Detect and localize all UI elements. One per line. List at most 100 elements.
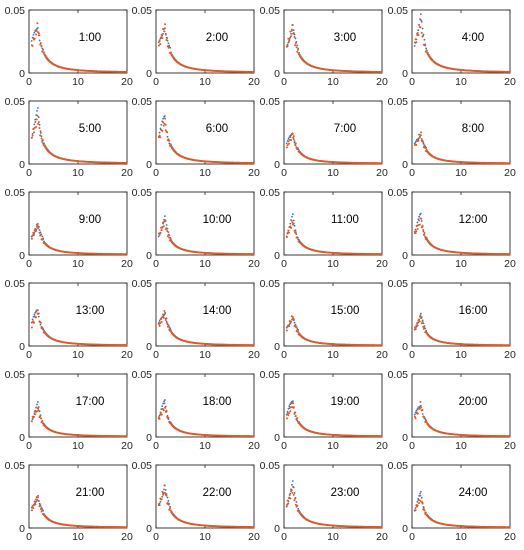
y-tick-label: 0 — [402, 341, 408, 353]
data-point-b — [508, 253, 511, 256]
y-tick-label: 0.05 — [5, 5, 26, 17]
y-tick-label: 0.05 — [132, 460, 153, 472]
data-point-b — [424, 511, 427, 514]
data-point-a — [158, 320, 161, 322]
data-point-a — [293, 33, 296, 36]
x-tick-label: 10 — [72, 349, 84, 361]
data-point-a — [419, 212, 422, 215]
y-tick-label: 0 — [274, 68, 280, 80]
data-point-a — [36, 26, 39, 29]
data-point-b — [33, 500, 36, 503]
subplot-23: 0 10 20 0 0.05 23:00 — [260, 460, 388, 543]
data-point-b — [167, 324, 170, 327]
data-point-b — [32, 131, 35, 134]
series-points — [413, 13, 511, 73]
data-point-b — [422, 325, 425, 328]
data-point-b — [39, 131, 42, 134]
x-tick-label: 10 — [455, 76, 467, 88]
data-point-b — [288, 494, 291, 497]
y-tick-label: 0.05 — [260, 5, 281, 17]
data-point-b — [292, 135, 295, 138]
hour-label: 20:00 — [459, 396, 488, 408]
y-tick-label: 0 — [402, 523, 408, 535]
x-tick-label: 0 — [409, 167, 415, 179]
x-tick-label: 0 — [153, 258, 159, 270]
data-point-b — [32, 127, 35, 130]
data-point-b — [39, 233, 42, 236]
x-tick-label: 10 — [199, 76, 211, 88]
data-point-b — [296, 50, 299, 53]
data-point-b — [420, 317, 423, 320]
data-point-a — [297, 507, 300, 510]
data-point-b — [422, 229, 425, 232]
data-point-b — [41, 327, 44, 330]
x-tick-label: 20 — [248, 258, 260, 270]
x-tick-label: 20 — [121, 531, 133, 543]
data-point-a — [292, 219, 295, 222]
data-point-a — [420, 220, 423, 222]
hour-label: 14:00 — [203, 305, 232, 317]
x-tick-label: 0 — [409, 531, 415, 543]
data-point-a — [43, 142, 45, 145]
data-point-b — [289, 497, 292, 500]
hour-label: 13:00 — [76, 305, 105, 317]
data-point-a — [291, 480, 294, 482]
x-tick-label: 10 — [455, 167, 467, 179]
x-tick-label: 10 — [327, 531, 339, 543]
data-point-a — [414, 507, 417, 509]
data-point-b — [37, 494, 40, 497]
data-point-b — [423, 327, 426, 330]
x-tick-label: 0 — [153, 349, 159, 361]
data-point-b — [162, 409, 165, 412]
data-point-b — [415, 322, 418, 325]
x-tick-label: 10 — [72, 258, 84, 270]
data-point-b — [37, 227, 40, 230]
data-point-b — [419, 26, 422, 29]
data-point-b — [414, 232, 417, 235]
data-point-b — [425, 49, 428, 52]
data-point-b — [36, 224, 39, 227]
x-tick-label: 10 — [72, 76, 84, 88]
y-tick-label: 0.05 — [388, 96, 409, 108]
y-tick-label: 0.05 — [5, 460, 26, 472]
data-point-a — [420, 496, 423, 499]
data-point-b — [252, 435, 255, 438]
data-point-b — [34, 120, 37, 123]
data-point-b — [125, 70, 128, 73]
data-point-b — [164, 33, 167, 36]
data-point-b — [380, 70, 383, 73]
data-point-b — [252, 526, 255, 529]
data-point-b — [39, 42, 42, 45]
x-tick-label: 20 — [376, 349, 388, 361]
series-points — [413, 312, 511, 347]
data-point-a — [161, 495, 164, 498]
data-point-b — [252, 253, 255, 256]
data-point-a — [286, 410, 289, 413]
data-point-b — [291, 24, 294, 27]
data-point-b — [420, 131, 423, 134]
x-tick-label: 20 — [248, 167, 260, 179]
hour-label: 24:00 — [459, 487, 488, 499]
data-point-b — [160, 229, 163, 232]
data-point-b — [36, 22, 39, 25]
data-point-b — [290, 219, 293, 222]
x-tick-label: 0 — [409, 258, 415, 270]
y-tick-label: 0 — [146, 250, 152, 262]
data-point-b — [165, 38, 168, 41]
data-point-a — [167, 42, 170, 45]
data-point-b — [35, 316, 38, 319]
y-tick-label: 0.05 — [388, 5, 409, 17]
x-tick-label: 0 — [153, 167, 159, 179]
x-tick-label: 10 — [327, 440, 339, 452]
data-point-b — [296, 147, 299, 150]
hour-label: 9:00 — [79, 214, 101, 226]
data-point-b — [163, 402, 166, 405]
data-point-b — [252, 162, 255, 165]
data-point-a — [41, 235, 44, 238]
data-point-a — [291, 483, 293, 486]
data-point-b — [292, 318, 295, 321]
data-point-b — [163, 122, 166, 125]
data-point-b — [294, 231, 297, 234]
x-tick-label: 10 — [72, 440, 84, 452]
data-point-b — [165, 494, 168, 497]
